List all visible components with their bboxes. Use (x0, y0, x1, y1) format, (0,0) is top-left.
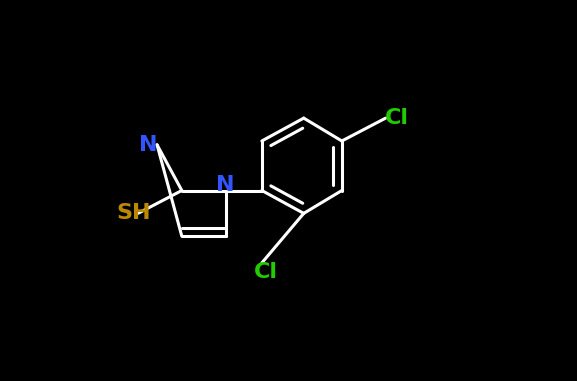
Text: Cl: Cl (385, 108, 409, 128)
Text: SH: SH (116, 203, 151, 223)
Text: N: N (140, 135, 158, 155)
Text: Cl: Cl (254, 263, 278, 282)
Text: N: N (216, 175, 235, 195)
